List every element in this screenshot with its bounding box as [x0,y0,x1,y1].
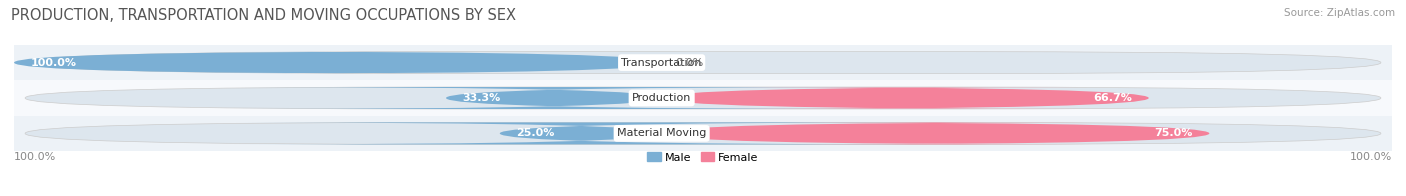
FancyBboxPatch shape [25,52,1381,74]
FancyBboxPatch shape [662,87,1149,109]
FancyBboxPatch shape [235,122,927,144]
Text: 0.0%: 0.0% [675,58,703,68]
Text: 33.3%: 33.3% [463,93,501,103]
Text: Source: ZipAtlas.com: Source: ZipAtlas.com [1284,8,1395,18]
Text: Transportation: Transportation [621,58,702,68]
FancyBboxPatch shape [235,87,873,109]
Bar [14,80,1392,116]
Text: 25.0%: 25.0% [516,128,555,138]
FancyBboxPatch shape [25,87,1381,109]
Bar [14,45,1392,80]
FancyBboxPatch shape [25,122,1381,144]
FancyBboxPatch shape [14,52,662,74]
Text: 75.0%: 75.0% [1154,128,1192,138]
Text: 100.0%: 100.0% [14,152,56,162]
Text: Material Moving: Material Moving [617,128,706,138]
Text: 66.7%: 66.7% [1094,93,1132,103]
Text: 100.0%: 100.0% [31,58,76,68]
FancyBboxPatch shape [662,122,1209,144]
Legend: Male, Female: Male, Female [643,148,763,167]
Bar [14,116,1392,151]
Text: Production: Production [631,93,692,103]
Text: 100.0%: 100.0% [1350,152,1392,162]
Text: PRODUCTION, TRANSPORTATION AND MOVING OCCUPATIONS BY SEX: PRODUCTION, TRANSPORTATION AND MOVING OC… [11,8,516,23]
